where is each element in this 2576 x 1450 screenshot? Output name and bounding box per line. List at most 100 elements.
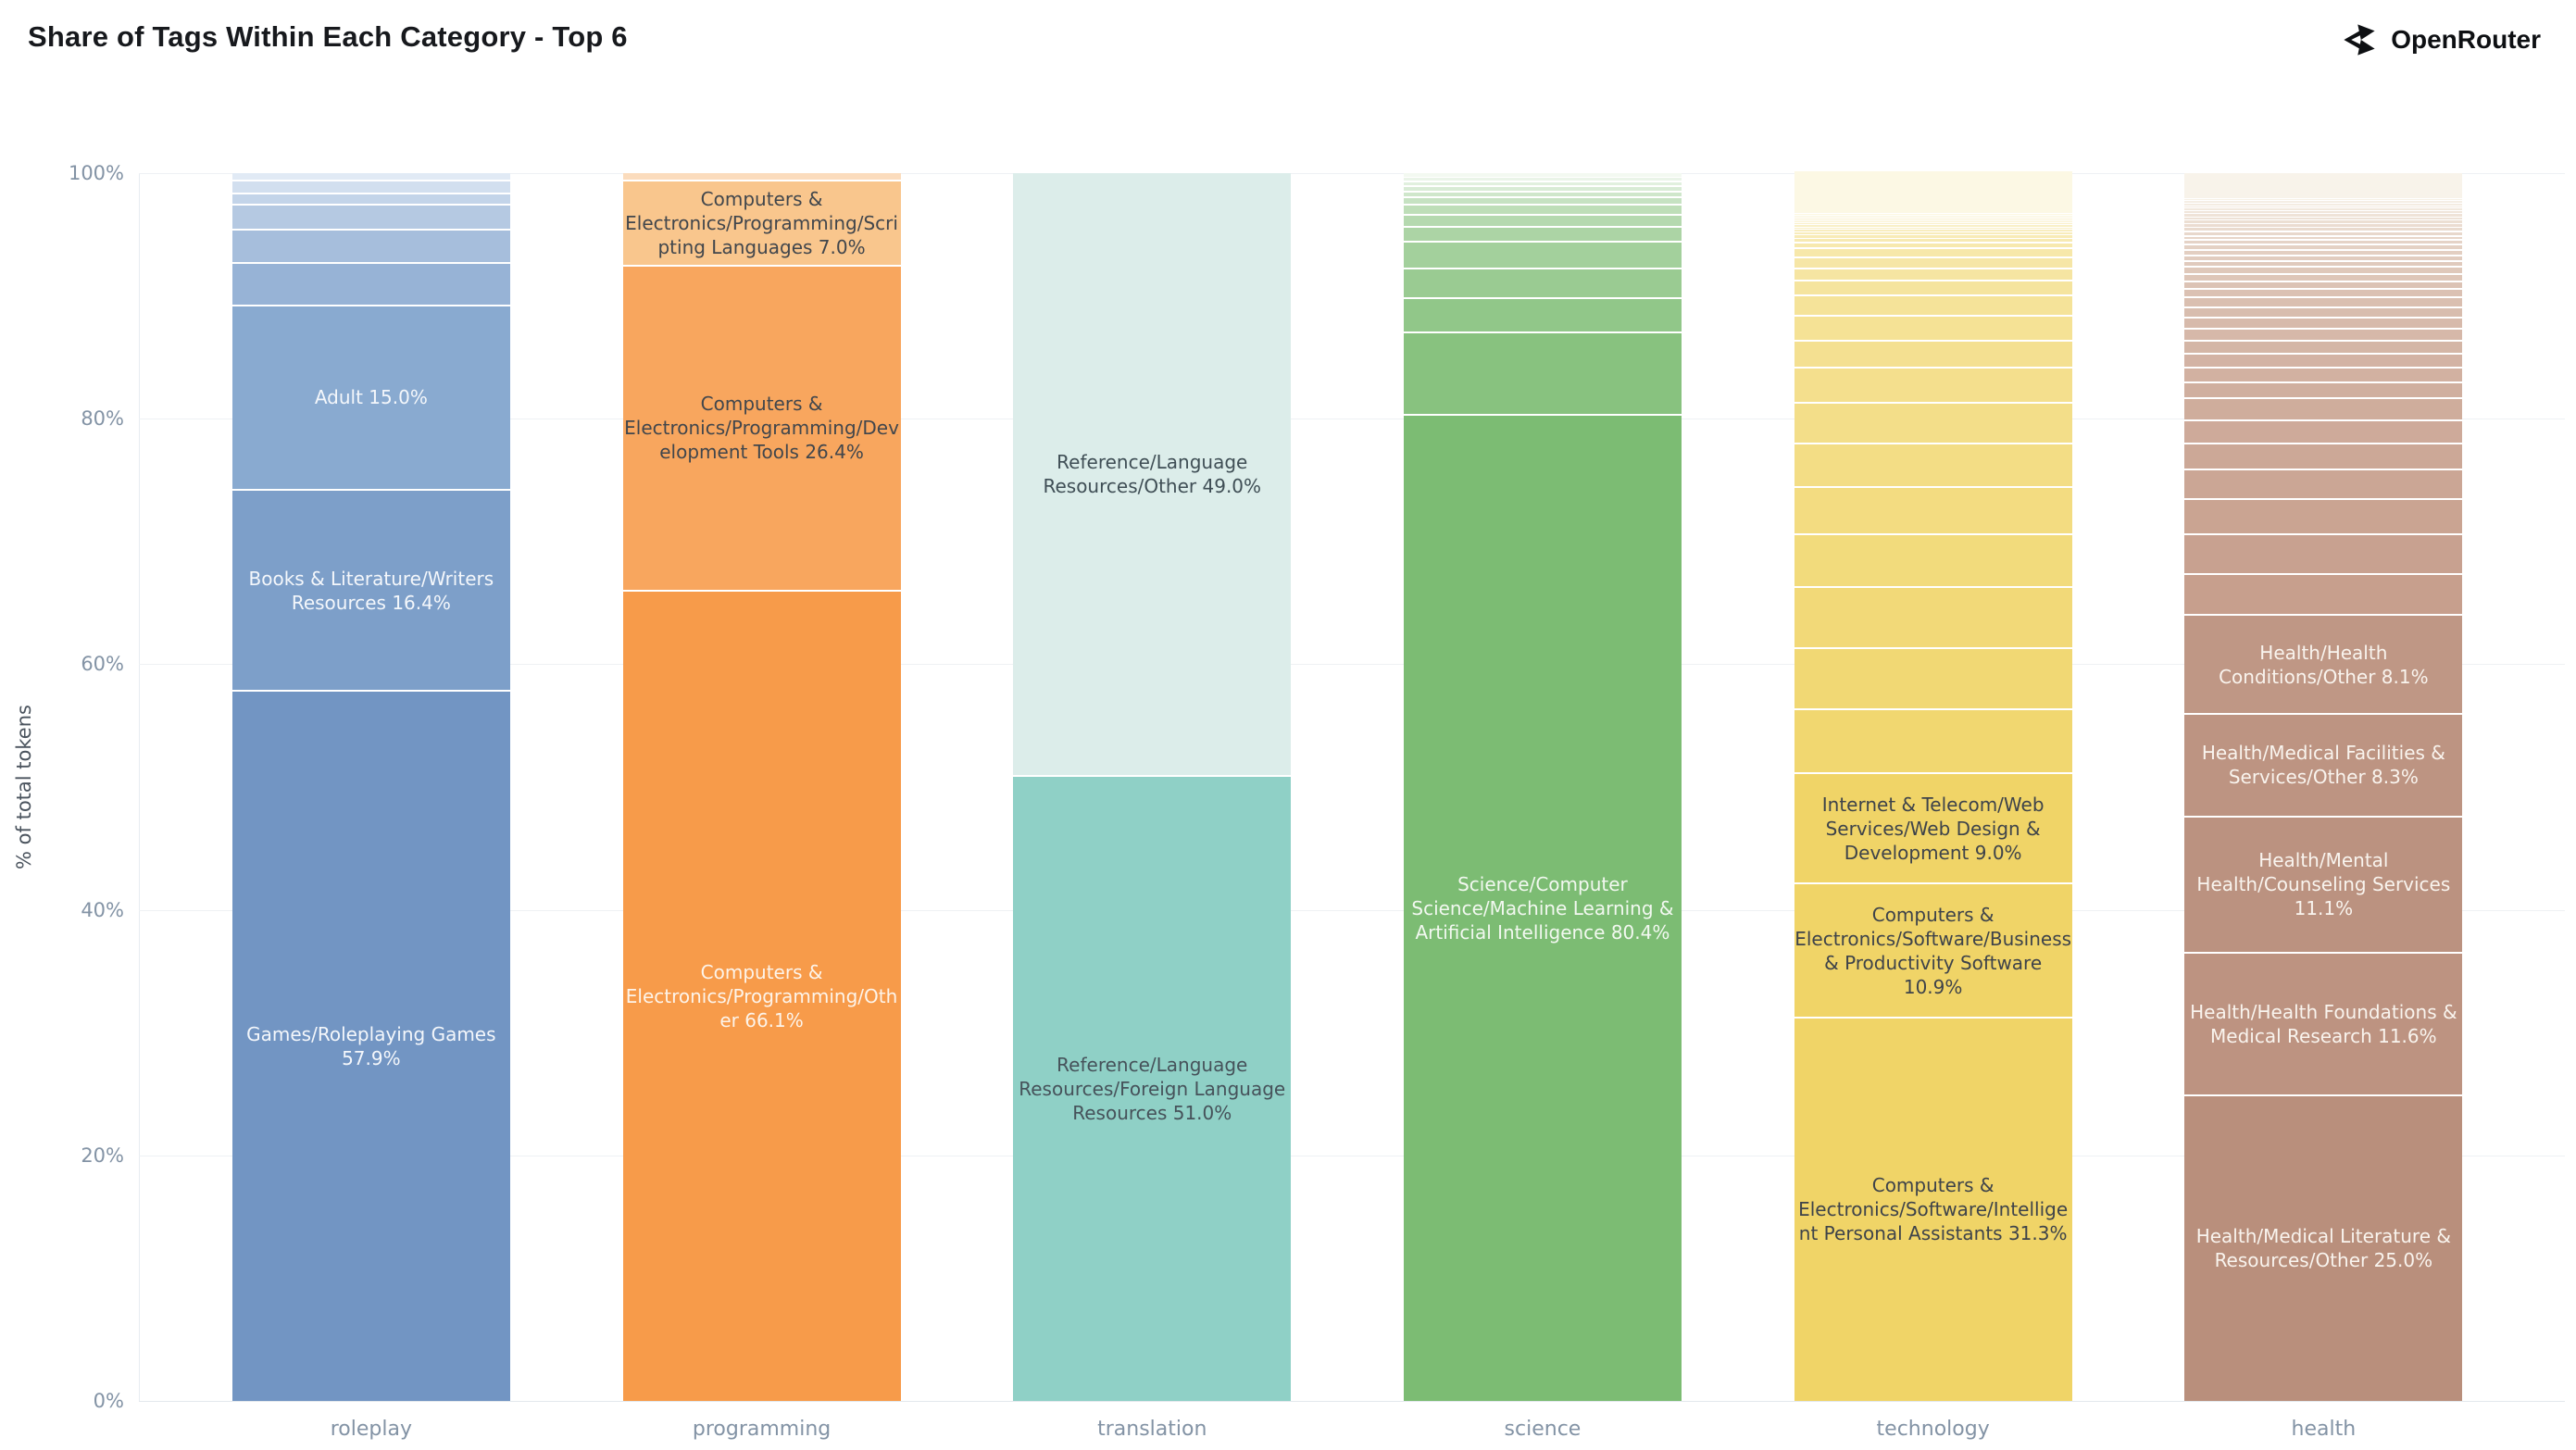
bar-segment[interactable] <box>2184 173 2463 198</box>
bar-segment[interactable] <box>2184 208 2463 211</box>
bar-segment[interactable] <box>2184 223 2463 227</box>
bar-segment-labeled[interactable]: Computers & Electronics/Software/Intelli… <box>1794 1018 2072 1401</box>
bar-segment[interactable] <box>1794 249 2072 256</box>
bar-segment-labeled[interactable]: Health/Medical Facilities & Services/Oth… <box>2184 715 2463 816</box>
bar-segment[interactable] <box>2184 499 2463 534</box>
bar-segment[interactable] <box>1794 243 2072 248</box>
bar-segment[interactable] <box>1403 187 1682 191</box>
bar-segment[interactable] <box>1403 215 1682 227</box>
bar-segment[interactable] <box>231 181 510 194</box>
bar-segment-labeled[interactable]: Computers & Electronics/Programming/Othe… <box>622 591 901 1401</box>
bar-segment[interactable] <box>1794 404 2072 444</box>
bar-segment-labeled[interactable]: Adult 15.0% <box>231 306 510 489</box>
bar-segment[interactable] <box>1403 182 1682 186</box>
bar-segment[interactable] <box>1403 228 1682 241</box>
bar-segment[interactable] <box>2184 274 2463 281</box>
bar-segment-labeled[interactable]: Health/Health Foundations & Medical Rese… <box>2184 953 2463 1094</box>
bar-segment[interactable] <box>231 263 510 305</box>
bar-segment-labeled[interactable]: Games/Roleplaying Games 57.9% <box>231 692 510 1401</box>
bar-segment[interactable] <box>2184 268 2463 273</box>
bar-segment[interactable] <box>2184 368 2463 381</box>
bar-segment[interactable] <box>231 206 510 229</box>
bar-segment[interactable] <box>2184 330 2463 341</box>
openrouter-brand[interactable]: OpenRouter <box>2340 20 2541 59</box>
bar-segment[interactable] <box>2184 535 2463 573</box>
bar-segment-labeled[interactable]: Reference/Language Resources/Foreign Lan… <box>1013 776 1292 1401</box>
bar-segment[interactable] <box>2184 241 2463 244</box>
bar-segment[interactable] <box>1794 225 2072 227</box>
bar-segment[interactable] <box>1794 232 2072 235</box>
bar-segment[interactable] <box>2184 231 2463 235</box>
bar-segment[interactable] <box>2184 250 2463 255</box>
bar-segment[interactable] <box>1794 227 2072 230</box>
bar-segment[interactable] <box>1794 317 2072 340</box>
bar-segment[interactable] <box>1794 648 2072 709</box>
bar-segment[interactable] <box>2184 399 2463 419</box>
bar-segment[interactable] <box>1794 535 2072 587</box>
bar-segment[interactable] <box>2184 342 2463 354</box>
bar-segment[interactable] <box>231 173 510 180</box>
bar-segment[interactable] <box>2184 355 2463 367</box>
bar-segment-labeled[interactable]: Computers & Electronics/Software/Busines… <box>1794 884 2072 1017</box>
bar-segment[interactable] <box>1794 368 2072 403</box>
bar-segment[interactable] <box>1794 216 2072 218</box>
bar-segment[interactable] <box>1403 198 1682 205</box>
bar-segment-labeled[interactable]: Science/Computer Science/Machine Learnin… <box>1403 415 1682 1401</box>
bar-segment[interactable] <box>2184 298 2463 307</box>
bar-segment[interactable] <box>1403 173 1682 178</box>
bar-segment-labeled[interactable]: Computers & Electronics/Programming/Deve… <box>622 267 901 590</box>
bar-segment[interactable] <box>622 173 901 180</box>
bar-segment[interactable] <box>2184 245 2463 249</box>
bar-segment[interactable] <box>2184 420 2463 444</box>
bar-segment-labeled[interactable]: Health/Mental Health/Counseling Services… <box>2184 817 2463 952</box>
bar-segment[interactable] <box>1794 487 2072 534</box>
bar-segment[interactable] <box>1794 257 2072 268</box>
bar-segment[interactable] <box>1794 219 2072 221</box>
bar-segment[interactable] <box>1403 333 1682 414</box>
bar-segment[interactable] <box>2184 211 2463 214</box>
bar-segment-labeled[interactable]: Reference/Language Resources/Other 49.0% <box>1013 173 1292 775</box>
bar-segment[interactable] <box>2184 256 2463 260</box>
bar-segment[interactable] <box>2184 236 2463 240</box>
bar-segment[interactable] <box>2184 204 2463 206</box>
bar-segment[interactable] <box>1403 242 1682 269</box>
bar-segment[interactable] <box>1794 171 2072 214</box>
bar-segment[interactable] <box>1794 238 2072 242</box>
bar-segment[interactable] <box>231 230 510 262</box>
bar-segment[interactable] <box>1403 269 1682 297</box>
bar-segment-labeled[interactable]: Health/Medical Literature & Resources/Ot… <box>2184 1095 2463 1401</box>
bar-segment[interactable] <box>2184 261 2463 267</box>
bar-segment[interactable] <box>2184 206 2463 208</box>
bar-segment[interactable] <box>1794 223 2072 225</box>
bar-segment[interactable] <box>1794 235 2072 238</box>
bar-segment[interactable] <box>1794 221 2072 223</box>
bar-segment[interactable] <box>1794 444 2072 486</box>
bar-segment-labeled[interactable]: Books & Literature/Writers Resources 16.… <box>231 490 510 691</box>
bar-segment[interactable] <box>2184 574 2463 615</box>
bar-segment[interactable] <box>1403 192 1682 197</box>
bar-segment[interactable] <box>1794 230 2072 232</box>
bar-segment[interactable] <box>2184 382 2463 398</box>
bar-segment[interactable] <box>1794 214 2072 216</box>
bar-segment-labeled[interactable]: Health/Health Conditions/Other 8.1% <box>2184 616 2463 714</box>
bar-segment[interactable] <box>2184 308 2463 318</box>
bar-segment[interactable] <box>2184 214 2463 217</box>
bar-segment[interactable] <box>1794 341 2072 367</box>
bar-segment[interactable] <box>231 194 510 205</box>
bar-segment[interactable] <box>2184 444 2463 469</box>
bar-segment[interactable] <box>1794 710 2072 773</box>
bar-segment[interactable] <box>1794 588 2072 647</box>
bar-segment[interactable] <box>1403 178 1682 181</box>
bar-segment[interactable] <box>2184 469 2463 498</box>
bar-segment[interactable] <box>1794 269 2072 280</box>
bar-segment[interactable] <box>1794 295 2072 316</box>
bar-segment[interactable] <box>2184 290 2463 297</box>
bar-segment-labeled[interactable]: Internet & Telecom/Web Services/Web Desi… <box>1794 774 2072 883</box>
bar-segment[interactable] <box>2184 219 2463 223</box>
bar-segment[interactable] <box>2184 198 2463 201</box>
bar-segment[interactable] <box>2184 227 2463 231</box>
bar-segment[interactable] <box>2184 281 2463 289</box>
bar-segment-labeled[interactable]: Computers & Electronics/Programming/Scri… <box>622 181 901 266</box>
bar-segment[interactable] <box>2184 201 2463 204</box>
bar-segment[interactable] <box>1403 206 1682 214</box>
